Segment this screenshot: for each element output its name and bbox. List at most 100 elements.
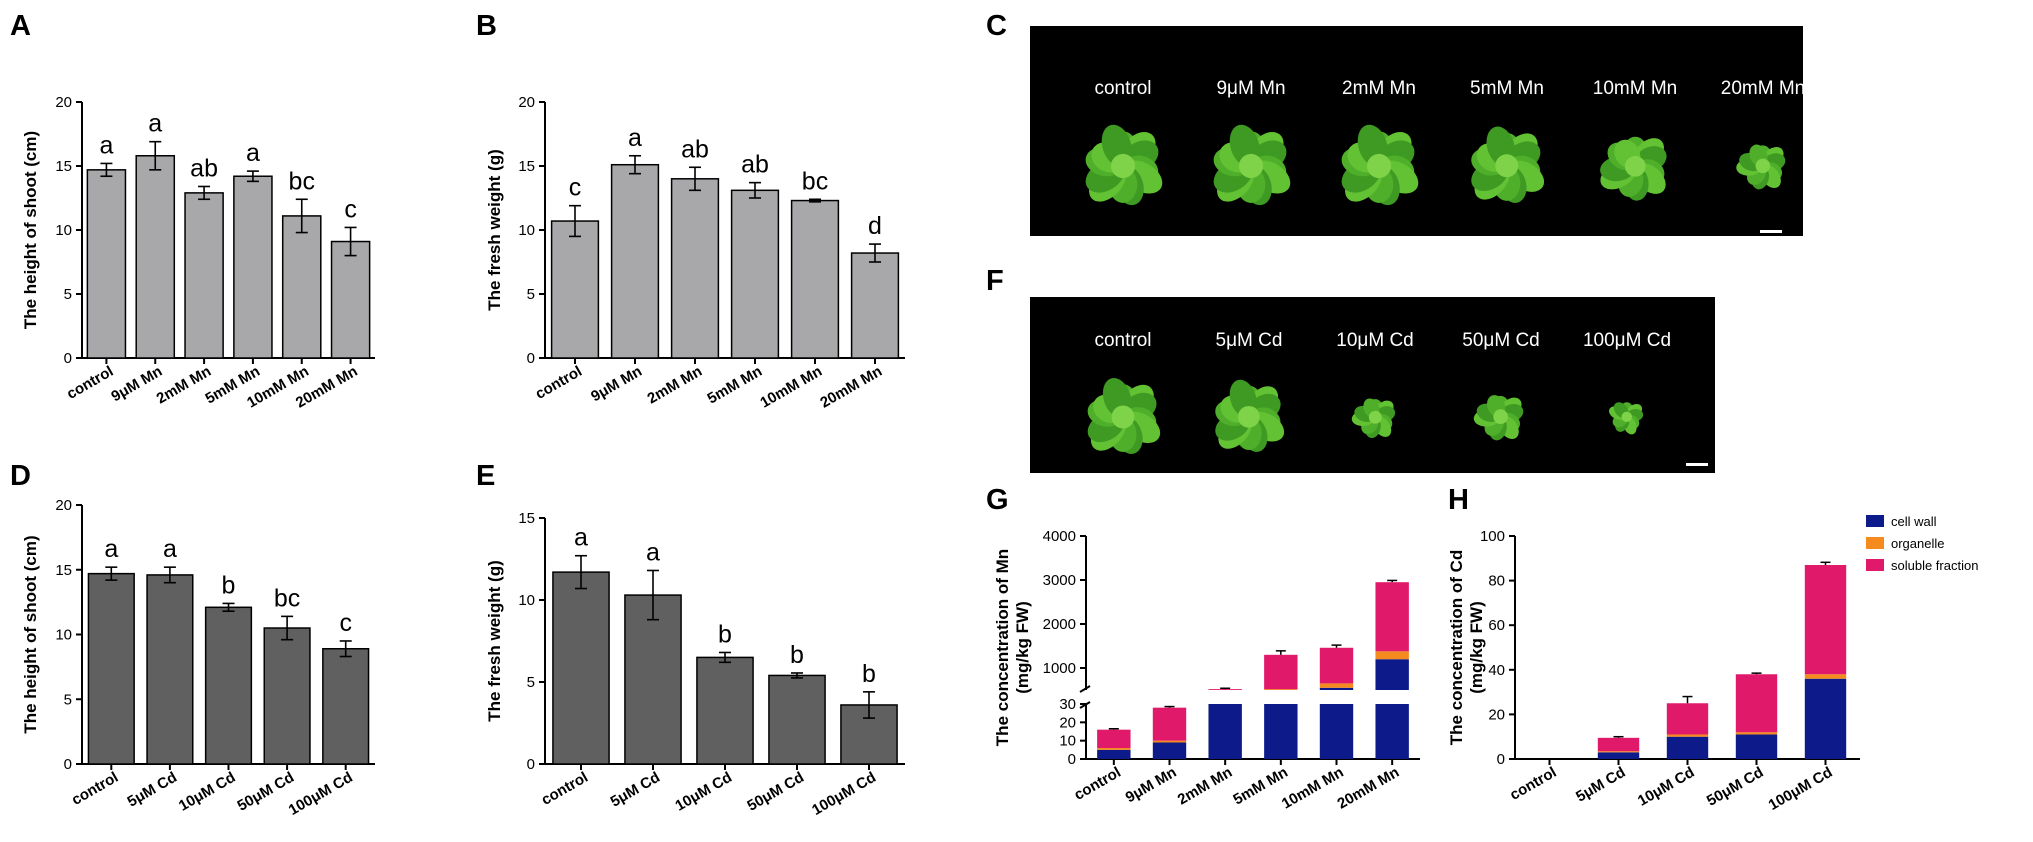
stack-soluble-fraction-10mm-mn-upper [1319, 647, 1354, 684]
y-tick-label: 5 [64, 691, 72, 708]
plant-center [1624, 155, 1646, 177]
mn-photo-plant-5mm-mn [1453, 112, 1561, 220]
y-tick-label: 100 [1480, 528, 1505, 545]
bar-control [86, 169, 127, 359]
x-tick-label-20mm-mn: 20mM Mn [817, 363, 885, 412]
y-axis-title: The height of shoot (cm) [21, 131, 40, 329]
bar-9-m-mn [135, 155, 176, 359]
y-tick-label: 20 [55, 94, 72, 111]
bar-control [552, 571, 610, 765]
x-tick-label-control: control [1507, 764, 1560, 804]
stack-soluble-fraction-50-m-cd [1735, 674, 1778, 733]
stack-cell-wall-control [1097, 749, 1131, 759]
significance-label: b [718, 620, 732, 648]
x-tick-label-control: control [64, 363, 117, 403]
x-tick-label-10-m-cd: 10μM Cd [1635, 764, 1698, 810]
stack-cell-wall-10mm-mn-upper [1319, 687, 1354, 690]
stack-organelle-10-m-cd [1666, 734, 1709, 737]
panel-letter-b: B [476, 10, 497, 42]
x-tick-label-2mm-mn: 2mM Mn [154, 363, 214, 408]
bar-10-m-cd [696, 656, 754, 765]
x-tick-label-5-m-cd: 5μM Cd [124, 769, 179, 811]
plant-center [1755, 158, 1771, 174]
plant-center [1368, 410, 1382, 424]
mn-photo-label-9-m-mn: 9μM Mn [1216, 78, 1286, 99]
plant-center [1238, 406, 1260, 428]
legend-label-organelle: organelle [1891, 535, 1945, 551]
plant-center [1495, 154, 1519, 178]
bar-5-m-cd [624, 594, 682, 765]
chart-e: 0 5 10 15 The fresh weight (g) a control a 5μM C… [485, 510, 905, 819]
y-axis-title-unit: (mg/kg FW) [1013, 601, 1032, 694]
mn-photo-label-10mm-mn: 10mM Mn [1592, 78, 1678, 99]
x-tick-label-2mm-mn: 2mM Mn [645, 363, 705, 408]
stack-organelle-20mm-mn-upper [1375, 651, 1409, 660]
stack-soluble-fraction-2mm-mn-upper [1208, 689, 1242, 690]
x-tick-label-50-m-cd: 50μM Cd [744, 769, 807, 815]
stack-cell-wall-2mm-mn [1208, 704, 1242, 759]
y-tick-label: 10 [518, 592, 535, 609]
significance-label: a [163, 535, 177, 563]
panel-letter-a: A [10, 10, 31, 42]
y-tick-label: 15 [55, 158, 72, 175]
mn-photo-plant-9-m-mn [1196, 111, 1306, 221]
x-tick-label-100-m-cd: 100μM Cd [1766, 764, 1836, 814]
y-axis-title: The concentration of Mn [993, 549, 1012, 746]
stack-cell-wall-10mm-mn [1319, 704, 1354, 759]
cd-photo-plant-100-m-cd [1590, 380, 1664, 454]
y-tick-label: 3000 [1043, 572, 1076, 589]
bar-5mm-mn [233, 175, 273, 359]
y-tick-label: 30 [1059, 696, 1076, 713]
panel-letter-h: H [1448, 484, 1469, 516]
y-tick-label: 0 [527, 350, 535, 367]
y-tick-label: 0 [1068, 751, 1076, 768]
stacked-legend: cell wall organelle soluble fraction [1866, 510, 1978, 576]
legend-item-soluble-fraction: soluble fraction [1866, 554, 1978, 576]
significance-label: b [790, 641, 804, 669]
significance-label: c [344, 195, 357, 223]
significance-label: bc [802, 167, 828, 195]
stack-cell-wall-10-m-cd [1666, 736, 1709, 759]
y-axis-title: The fresh weight (g) [485, 149, 504, 311]
bar-10mm-mn [790, 199, 840, 359]
legend-swatch-soluble-fraction [1866, 559, 1884, 571]
significance-label: a [246, 139, 260, 167]
plant-center [1493, 409, 1509, 425]
significance-label: a [628, 124, 642, 152]
y-tick-label: 10 [55, 627, 72, 644]
y-tick-label: 15 [518, 158, 535, 175]
y-tick-label: 10 [55, 222, 72, 239]
x-tick-label-10mm-mn: 10mM Mn [757, 363, 825, 412]
mn-photo-plant-10mm-mn [1584, 115, 1687, 218]
significance-label: a [99, 131, 113, 159]
significance-label: b [222, 571, 236, 599]
x-tick-label-100-m-cd: 100μM Cd [809, 769, 879, 819]
significance-label: c [339, 609, 352, 637]
stack-cell-wall-5-m-cd [1597, 752, 1640, 759]
mn-photo-plant-20mm-mn [1719, 122, 1807, 210]
cd-photo-scale-bar [1686, 463, 1708, 466]
x-tick-label-10mm-mn: 10mM Mn [1279, 764, 1347, 813]
stack-organelle-5mm-mn-upper [1264, 689, 1298, 690]
bar-50-m-cd [263, 627, 311, 765]
mn-photo-plant-control [1068, 111, 1178, 221]
cd-photo-label-100-m-cd: 100μM Cd [1582, 330, 1672, 351]
plant-center [1621, 411, 1633, 423]
panel-letter-e: E [476, 460, 496, 492]
significance-label: a [574, 524, 588, 552]
y-tick-label: 5 [64, 286, 72, 303]
significance-label: a [104, 535, 118, 563]
significance-label: d [868, 212, 882, 240]
stack-organelle-control [1097, 748, 1131, 750]
x-tick-label-2mm-mn: 2mM Mn [1175, 764, 1235, 809]
mn-photo-label-5mm-mn: 5mM Mn [1470, 78, 1544, 99]
significance-label: c [569, 174, 582, 202]
y-tick-label: 20 [518, 94, 535, 111]
bar-5mm-mn [730, 189, 780, 359]
y-tick-label: 20 [1059, 714, 1076, 731]
stack-organelle-100-m-cd [1804, 674, 1847, 679]
y-tick-label: 20 [1488, 706, 1505, 723]
stack-organelle-50-m-cd [1735, 732, 1778, 735]
stack-cell-wall-100-m-cd [1804, 678, 1847, 759]
